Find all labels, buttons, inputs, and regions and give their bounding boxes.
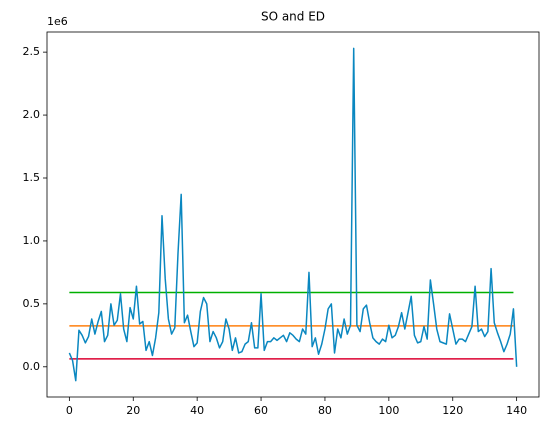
y-tick-label: 2.5 xyxy=(23,45,41,58)
x-tick-label: 0 xyxy=(66,404,73,417)
x-tick-label: 100 xyxy=(378,404,399,417)
y-offset-label: 1e6 xyxy=(47,15,68,28)
y-tick-label: 0.5 xyxy=(23,297,41,310)
plot-frame xyxy=(46,31,540,398)
y-tick-label: 1.5 xyxy=(23,171,41,184)
x-tick-label: 140 xyxy=(506,404,527,417)
series-line xyxy=(68,47,518,382)
y-tick-label: 0.0 xyxy=(23,360,41,373)
x-tick-label: 120 xyxy=(442,404,463,417)
y-tick-label: 2.0 xyxy=(23,108,41,121)
x-tick-label: 40 xyxy=(190,404,204,417)
x-tick-label: 80 xyxy=(318,404,332,417)
chart-title: SO and ED xyxy=(261,10,325,24)
x-tick-label: 60 xyxy=(254,404,268,417)
y-tick-label: 1.0 xyxy=(23,234,41,247)
x-tick-label: 20 xyxy=(126,404,140,417)
